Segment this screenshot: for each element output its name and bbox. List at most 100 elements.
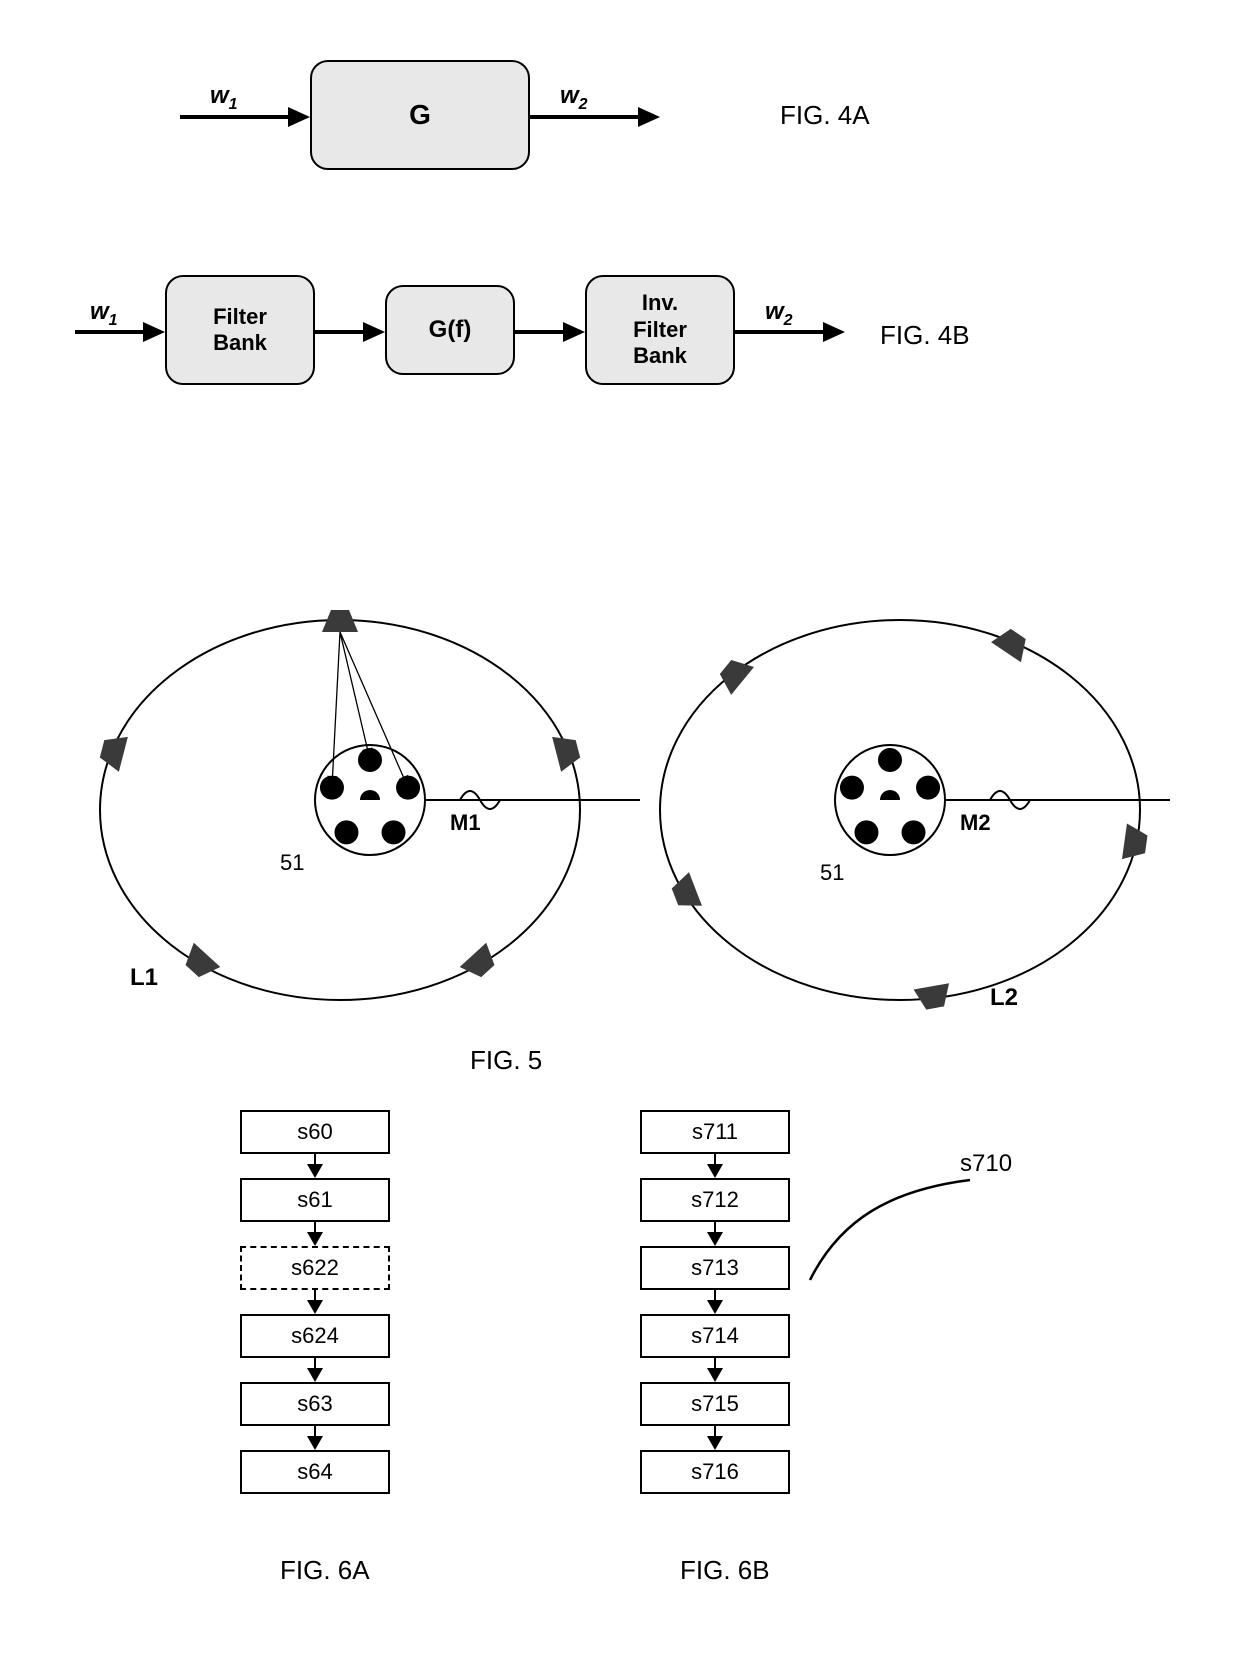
fig4b-arrow4-head <box>823 322 845 342</box>
fig-6b: s711s712s713s714s715s716 <box>640 1110 790 1494</box>
microphone-icon <box>916 776 940 800</box>
fig5-right-outer-label: L2 <box>990 984 1018 1011</box>
beam-line <box>340 632 370 760</box>
flow-connector <box>714 1290 716 1300</box>
fig4b-arrow1-head <box>143 322 165 342</box>
fig6a-caption: FIG. 6A <box>280 1555 370 1586</box>
fig4b-arrow3-head <box>563 322 585 342</box>
microphone-center-icon <box>360 790 380 800</box>
flow-connector <box>314 1358 316 1368</box>
fig5-right-system: 51 M2 L2 <box>660 620 1170 1011</box>
fig4b-arrow2-head <box>363 322 385 342</box>
flow-step: s622 <box>240 1246 390 1290</box>
fig4b-block3-text: Inv. Filter Bank <box>633 290 687 369</box>
flow-connector <box>714 1154 716 1164</box>
fig5-right-inner-label: 51 <box>820 860 844 885</box>
microphone-icon <box>334 820 358 844</box>
fig5-left-mics <box>320 748 420 844</box>
flow-arrow-head <box>307 1300 323 1314</box>
fig5-left-inner-group <box>315 745 425 855</box>
fig4b-block-invfilterbank: Inv. Filter Bank <box>585 275 735 385</box>
microphone-icon <box>382 820 406 844</box>
fig4b-arrow2-line <box>315 330 365 334</box>
fig4b-arrow4-line <box>735 330 825 334</box>
speaker-icon <box>668 872 701 914</box>
flow-connector <box>314 1290 316 1300</box>
flow-step: s63 <box>240 1382 390 1426</box>
flow-step: s712 <box>640 1178 790 1222</box>
fig4b-output-label: w2 <box>765 298 793 330</box>
fig4a-input-w: w <box>210 82 229 109</box>
flow-arrow-head <box>707 1368 723 1382</box>
speaker-icon <box>460 943 501 984</box>
fig4a-out-arrow-line <box>530 115 640 119</box>
flow-step: s624 <box>240 1314 390 1358</box>
fig5-left-outer-ellipse <box>100 620 580 1000</box>
speaker-icon <box>714 653 754 695</box>
flow-connector <box>314 1426 316 1436</box>
speaker-icon <box>179 943 220 984</box>
flow-connector <box>314 1154 316 1164</box>
flow-arrow-head <box>707 1164 723 1178</box>
flow-arrow-head <box>307 1436 323 1450</box>
fig-6a: s60s61s622s624s63s64 <box>240 1110 390 1494</box>
flow-step: s716 <box>640 1450 790 1494</box>
fig4b-output-sub: 2 <box>784 312 793 329</box>
microphone-icon <box>902 820 926 844</box>
fig5-caption: FIG. 5 <box>470 1045 542 1076</box>
fig4a-in-arrow-line <box>180 115 290 119</box>
flow-step: s715 <box>640 1382 790 1426</box>
flow-step: s713 <box>640 1246 790 1290</box>
flow-arrow-head <box>307 1232 323 1246</box>
microphone-icon <box>396 776 420 800</box>
fig5-left-inner-label: 51 <box>280 850 304 875</box>
flow-step: s714 <box>640 1314 790 1358</box>
fig4a-block-g-text: G <box>409 99 431 131</box>
flow-step: s61 <box>240 1178 390 1222</box>
flow-arrow-head <box>307 1368 323 1382</box>
fig5-right-mics <box>840 748 940 844</box>
fig4b-caption: FIG. 4B <box>880 320 970 351</box>
fig4b-arrow1-line <box>75 330 145 334</box>
beam-line <box>332 632 340 788</box>
microphone-icon <box>854 820 878 844</box>
fig5-left-signal-label: M1 <box>450 810 481 835</box>
fig4b-output-w: w <box>765 298 784 325</box>
microphone-center-icon <box>880 790 900 800</box>
flow-step: s64 <box>240 1450 390 1494</box>
microphone-icon <box>878 748 902 772</box>
fig4a-caption: FIG. 4A <box>780 100 870 131</box>
fig4b-block2-text: G(f) <box>429 316 472 344</box>
fig5-right-signal-label: M2 <box>960 810 991 835</box>
fig5-left-system: 51 M1 L1 <box>98 610 640 1000</box>
fig6b-annotation-label: s710 <box>960 1150 1012 1178</box>
speaker-icon <box>991 624 1033 662</box>
fig4b-arrow3-line <box>515 330 565 334</box>
fig4a-output-label: w2 <box>560 82 588 114</box>
fig4a-out-arrow-head <box>638 107 660 127</box>
microphone-icon <box>840 776 864 800</box>
fig4a-input-sub: 1 <box>229 96 238 113</box>
flow-arrow-head <box>707 1232 723 1246</box>
fig6b-annotation-curve <box>800 1160 1020 1300</box>
fig-5: 51 M1 L1 51 M2 L2 <box>70 580 1170 1040</box>
fig4b-block1-text: Filter Bank <box>213 304 267 357</box>
speaker-icon <box>322 610 358 632</box>
fig4b-input-sub: 1 <box>109 312 118 329</box>
flow-connector <box>714 1358 716 1368</box>
fig5-left-speakers <box>98 610 583 983</box>
fig4a-block-g: G <box>310 60 530 170</box>
speaker-icon <box>552 731 582 771</box>
fig4b-input-w: w <box>90 298 109 325</box>
fig4a-in-arrow-head <box>288 107 310 127</box>
fig4b-input-label: w1 <box>90 298 118 330</box>
fig4a-output-w: w <box>560 82 579 109</box>
fig4b-block-filterbank: Filter Bank <box>165 275 315 385</box>
fig5-right-inner-group <box>835 745 945 855</box>
speaker-icon <box>98 731 128 771</box>
flow-arrow-head <box>307 1164 323 1178</box>
flow-connector <box>314 1222 316 1232</box>
fig4a-input-label: w1 <box>210 82 238 114</box>
flow-arrow-head <box>707 1300 723 1314</box>
fig6b-caption: FIG. 6B <box>680 1555 770 1586</box>
